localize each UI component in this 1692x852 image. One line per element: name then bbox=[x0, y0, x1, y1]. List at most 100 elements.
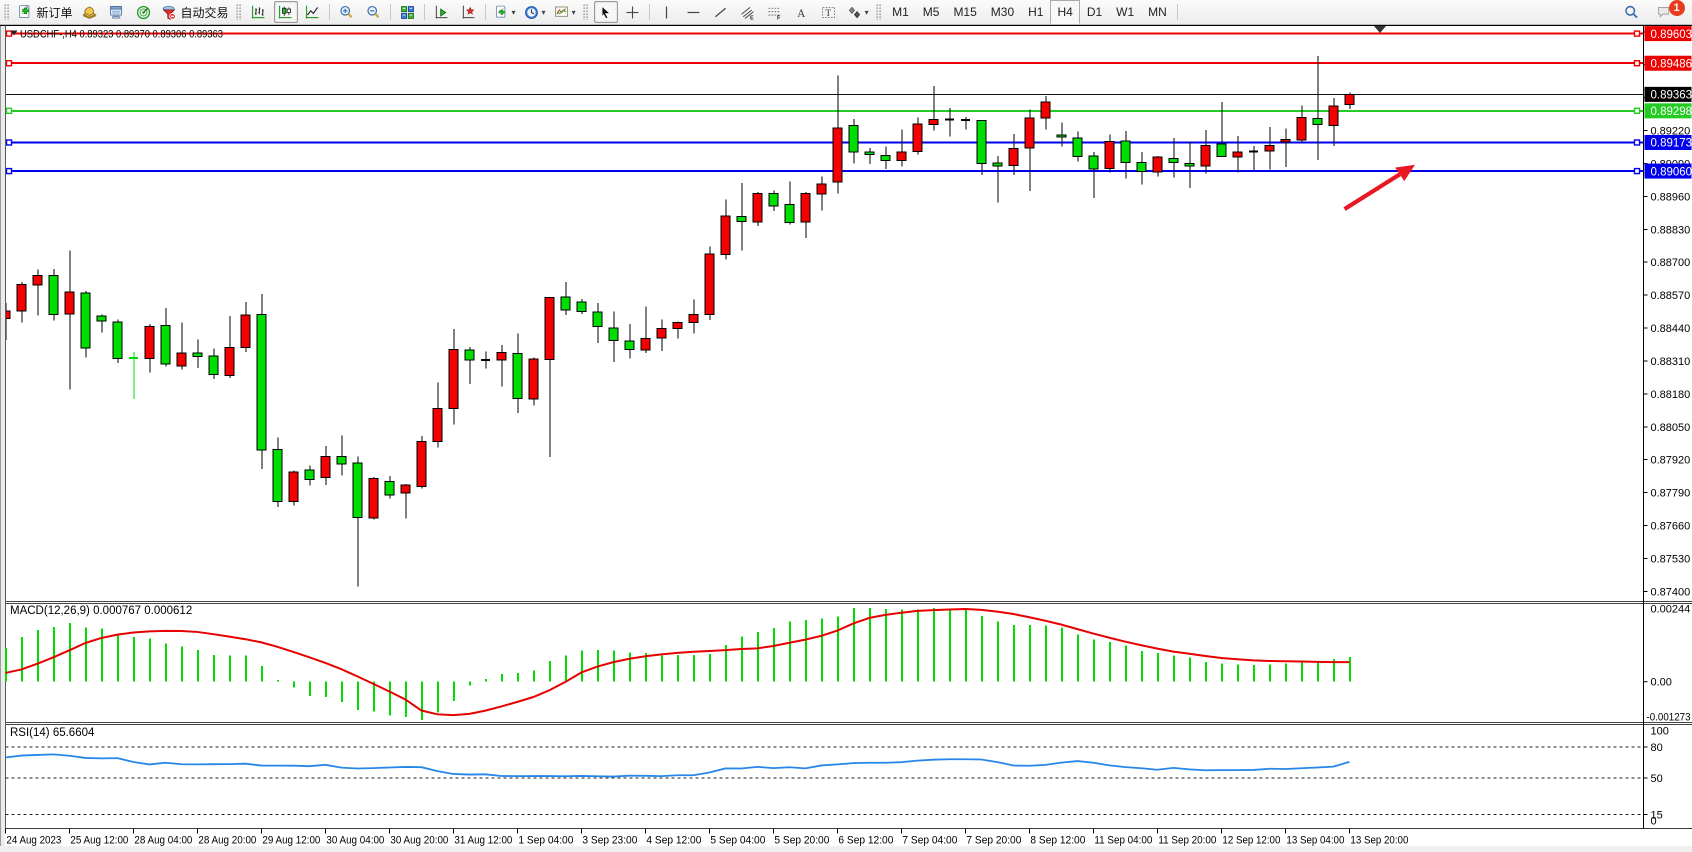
candle-84 bbox=[1344, 92, 1355, 109]
timeframe-m5-button[interactable]: M5 bbox=[922, 5, 940, 19]
vline-button[interactable] bbox=[655, 1, 679, 23]
macd-min-label: -0.001273 bbox=[1647, 712, 1691, 724]
hline-handle[interactable] bbox=[1633, 60, 1641, 67]
candle-body bbox=[752, 192, 763, 223]
candle-body bbox=[384, 480, 395, 496]
arrows-button[interactable]: ▾ bbox=[844, 1, 871, 23]
indicators-button[interactable] bbox=[430, 1, 454, 23]
time-label: 6 Sep 12:00 bbox=[838, 835, 893, 847]
data-window-button[interactable] bbox=[105, 1, 129, 23]
tile-windows-button[interactable] bbox=[396, 1, 420, 23]
symbol-dropdown-icon[interactable] bbox=[10, 30, 18, 36]
candle-body bbox=[80, 292, 91, 349]
trendline-button[interactable] bbox=[709, 1, 733, 23]
candle-10 bbox=[160, 308, 171, 367]
rsi-value: 65.6604 bbox=[50, 727, 95, 739]
candle-body bbox=[544, 297, 555, 361]
zoom-out-button[interactable] bbox=[362, 1, 386, 23]
autotrading-button[interactable]: 自动交易 bbox=[159, 1, 231, 23]
navigator-button[interactable] bbox=[132, 1, 156, 23]
trend-arrow[interactable] bbox=[1343, 172, 1401, 211]
market-watch-button[interactable] bbox=[78, 1, 102, 23]
candle-64 bbox=[1024, 109, 1035, 192]
candle-37 bbox=[592, 303, 603, 344]
candle-25 bbox=[400, 483, 411, 519]
candle-1 bbox=[16, 282, 27, 323]
templates-icon bbox=[553, 4, 570, 21]
candle-chart-button[interactable] bbox=[273, 1, 298, 23]
candle-body bbox=[160, 325, 171, 365]
hline-handle[interactable] bbox=[5, 139, 13, 146]
templates-dropdown-arrow[interactable]: ▾ bbox=[571, 7, 576, 17]
candle-21 bbox=[336, 435, 347, 476]
text-label-button[interactable]: T bbox=[817, 1, 841, 23]
candle-body bbox=[1280, 138, 1291, 143]
candle-63 bbox=[1008, 133, 1019, 176]
channel-button[interactable]: E bbox=[736, 1, 760, 23]
text-button[interactable]: A bbox=[790, 1, 814, 23]
candle-body bbox=[1264, 144, 1275, 152]
candle-body bbox=[1296, 117, 1307, 141]
bar-chart-button[interactable] bbox=[247, 1, 271, 23]
timeframe-mn-button[interactable]: MN bbox=[1148, 5, 1167, 19]
hline-handle[interactable] bbox=[1633, 30, 1641, 37]
data-window-icon bbox=[108, 4, 125, 21]
arrows-dropdown-arrow[interactable]: ▾ bbox=[864, 7, 869, 17]
add-indicator-button[interactable]: ▾ bbox=[491, 1, 518, 23]
notification-badge: 1 bbox=[1668, 0, 1685, 16]
plot-area[interactable] bbox=[1, 30, 1644, 587]
crosshair-button[interactable] bbox=[621, 1, 645, 23]
rsi-line bbox=[5, 753, 1350, 778]
timeframe-d1-button[interactable]: D1 bbox=[1086, 5, 1103, 19]
hline-handle[interactable] bbox=[5, 167, 13, 175]
line-chart-button[interactable] bbox=[301, 1, 325, 23]
templates-button[interactable]: ▾ bbox=[551, 1, 578, 23]
candle-32 bbox=[512, 333, 523, 413]
channel-icon: E bbox=[739, 4, 756, 21]
candle-body bbox=[352, 462, 363, 518]
zoom-in-button[interactable] bbox=[335, 1, 359, 23]
timeframe-w1-button[interactable]: W1 bbox=[1116, 5, 1135, 19]
candle-body bbox=[224, 346, 235, 376]
chart-shift-marker[interactable] bbox=[1374, 26, 1386, 33]
hline-handle[interactable] bbox=[1633, 139, 1641, 146]
hline-handle[interactable] bbox=[5, 60, 13, 67]
search-button[interactable] bbox=[1620, 1, 1644, 23]
hline-handle[interactable] bbox=[1633, 107, 1641, 115]
trend-arrow-head[interactable] bbox=[1395, 164, 1415, 182]
candle-36 bbox=[576, 298, 587, 315]
hline-handle[interactable] bbox=[1633, 167, 1641, 175]
rsi-scale-label: 15 bbox=[1651, 810, 1663, 822]
candle-41 bbox=[656, 319, 667, 352]
candle-body bbox=[368, 478, 379, 519]
hline-button[interactable] bbox=[682, 1, 706, 23]
hline-price-badge-bg bbox=[1644, 103, 1692, 119]
new-order-button[interactable]: 新订单 bbox=[15, 1, 75, 23]
timeframe-m1-button[interactable]: M1 bbox=[892, 5, 909, 19]
candle-body bbox=[448, 348, 459, 410]
fibonacci-button[interactable]: F bbox=[763, 1, 787, 23]
time-label: 4 Sep 12:00 bbox=[646, 835, 701, 847]
hline-handle[interactable] bbox=[5, 30, 13, 37]
cursor-button[interactable] bbox=[593, 1, 618, 23]
new-order-label: 新订单 bbox=[36, 5, 73, 20]
timeframe-h1-button[interactable]: H1 bbox=[1028, 5, 1044, 19]
candle-12 bbox=[192, 339, 203, 368]
candle-body bbox=[64, 291, 75, 315]
timeframe-m15-button[interactable]: M15 bbox=[953, 5, 977, 19]
candle-73 bbox=[1168, 138, 1179, 178]
candle-54 bbox=[864, 147, 875, 165]
timeframe-h4-button[interactable]: H4 bbox=[1050, 0, 1080, 24]
price-tick-label: 0.87530 bbox=[1651, 553, 1691, 565]
bar-chart-icon bbox=[250, 4, 267, 21]
objects-list-button[interactable] bbox=[457, 1, 481, 23]
periods-button[interactable]: ▾ bbox=[521, 1, 548, 23]
notifications-button[interactable]: 1 bbox=[1653, 0, 1685, 23]
hline-handle[interactable] bbox=[5, 107, 13, 115]
periods-dropdown-arrow[interactable]: ▾ bbox=[541, 7, 546, 17]
candle-78 bbox=[1248, 145, 1258, 171]
price-tick-label: 0.88960 bbox=[1651, 191, 1691, 203]
timeframe-m30-button[interactable]: M30 bbox=[990, 5, 1015, 19]
add-indicator-dropdown-arrow[interactable]: ▾ bbox=[511, 7, 516, 17]
